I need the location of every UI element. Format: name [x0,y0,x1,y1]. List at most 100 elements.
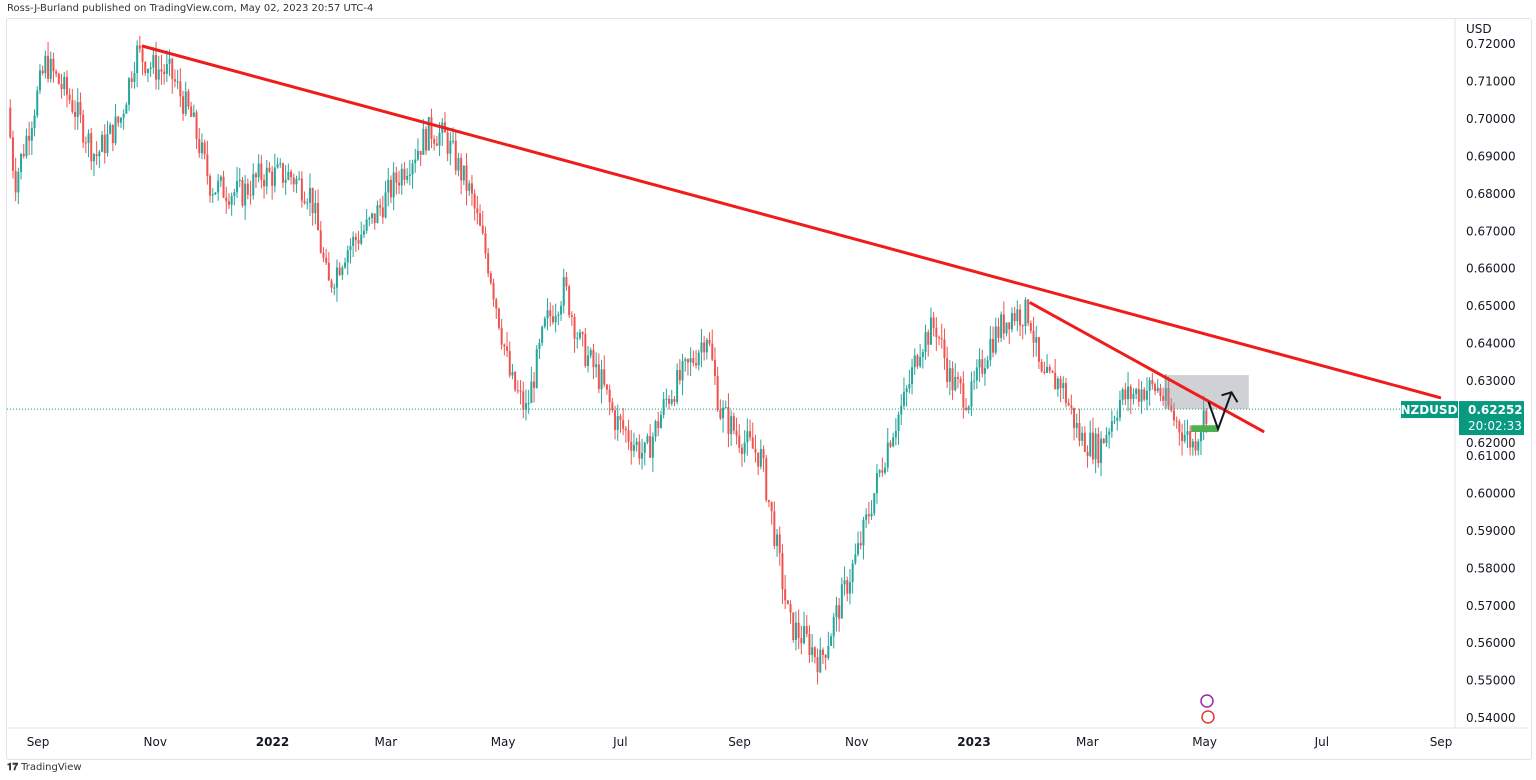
candle-body [662,399,665,415]
candle-body [670,399,673,404]
candle-body [452,140,455,142]
candle-body [975,367,978,381]
candle-body [757,452,760,467]
candle-body [805,626,808,635]
candle-body [319,230,322,253]
candle-body [295,178,298,185]
x-tick-label: May [491,735,516,749]
candle-body [1172,410,1175,421]
candle-body [865,514,868,520]
candle-body [384,192,387,218]
candle-body [1154,384,1157,392]
candle-body [508,350,511,376]
candle-body [692,358,695,364]
candle-body [176,81,179,83]
candle-body [668,398,671,404]
candle-body [468,183,471,191]
last-price-label: 0.62252 [1468,403,1523,417]
candle-body [965,407,968,410]
candle-body [767,500,770,502]
candle-body [889,442,892,447]
candle-body [192,112,195,117]
price-label-bg [1459,401,1524,436]
candle-body [981,359,984,374]
candle-body [1081,432,1084,441]
candle-body [1135,389,1138,395]
candle-body [368,218,371,220]
candle-body [641,452,644,459]
candle-body [762,449,765,459]
y-tick-label: 0.69000 [1466,149,1516,163]
candle-body [128,78,131,105]
candle-body [14,170,17,193]
candle-body [557,314,560,316]
resistance-zone-box [1164,375,1249,410]
y-tick-label: 0.57000 [1466,599,1516,613]
candle-body [605,384,608,390]
y-tick-label: 0.70000 [1466,112,1516,126]
candle-body [897,414,900,431]
candle-body [273,167,276,186]
candle-body [673,399,676,402]
candle-body [38,70,41,91]
x-tick-label: Nov [144,735,167,749]
candle-body [913,355,916,368]
candle-body [967,406,970,410]
candle-body [1162,396,1165,401]
candle-body [90,133,93,162]
candle-body [1067,402,1070,406]
candle-body [165,63,168,74]
candle-body [209,176,212,196]
candle-body [927,332,930,345]
candle-body [608,389,611,403]
candle-body [65,76,68,95]
candle-body [819,649,822,673]
candle-body [851,563,854,583]
y-tick-label: 0.59000 [1466,524,1516,538]
candle-body [1181,432,1184,442]
candle-body [171,58,174,80]
candle-body [1105,434,1108,444]
candle-body [465,165,468,191]
candle-body [149,67,152,69]
candle-body [657,421,660,428]
candle-body [986,360,989,369]
candle-body [1118,399,1121,418]
candle-body [754,448,757,453]
candle-body [1043,371,1046,373]
candle-body [533,381,536,388]
candle-body [92,154,95,162]
candle-body [784,589,787,601]
candle-body [473,193,476,209]
candle-body [797,622,800,638]
candle-body [700,342,703,353]
candle-body [773,511,776,546]
candle-body [411,163,414,175]
candle-body [49,58,52,79]
y-tick-label: 0.63000 [1466,374,1516,388]
candle-body [1121,389,1124,400]
candle-body [168,58,171,64]
candle-body [978,359,981,368]
candle-body [433,138,436,144]
candle-body [1186,431,1189,435]
candle-body [101,134,104,152]
candle-body [325,257,328,263]
candle-body [303,200,306,204]
earnings-event-icon [1200,694,1214,708]
symbol-label-bg [1401,401,1458,419]
candle-body [962,383,965,408]
candle-body [875,472,878,494]
candle-body [479,213,482,226]
x-tick-label: Nov [845,735,868,749]
candle-body [878,470,881,473]
candle-body [716,375,719,410]
candle-body [649,436,652,458]
candle-body [74,111,77,117]
candle-body [98,151,101,157]
candle-body [1000,314,1003,338]
candle-body [55,71,58,74]
y-tick-label: 0.56000 [1466,636,1516,650]
candle-body [816,657,819,673]
